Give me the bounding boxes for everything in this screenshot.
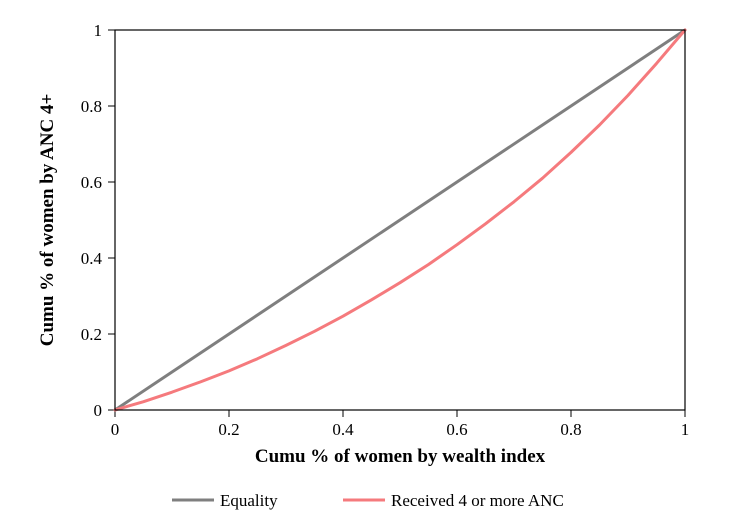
y-tick-label: 0.8 (81, 97, 102, 116)
y-axis-label: Cumu % of women by ANC 4+ (37, 94, 58, 347)
legend-label-0: Equality (220, 491, 278, 510)
chart-svg: 0 0.2 0.4 0.6 0.8 1 0 0.2 0.4 0.6 0.8 1 Cumu % of wo… (0, 0, 750, 530)
lorenz-chart: 0 0.2 0.4 0.6 0.8 1 0 0.2 0.4 0.6 0.8 1 Cumu % of wo… (0, 0, 750, 530)
y-tick-label: 0.6 (81, 173, 102, 192)
y-tick-label: 0 (94, 401, 103, 420)
x-tick-label: 0.6 (446, 420, 467, 439)
x-tick-label: 0.2 (218, 420, 239, 439)
x-tick-label: 0 (111, 420, 120, 439)
x-axis-label: Cumu % of women by wealth index (255, 446, 546, 467)
y-tick-label: 0.4 (81, 249, 103, 268)
x-tick-label: 1 (681, 420, 690, 439)
y-tick-label: 0.2 (81, 325, 102, 344)
legend-label-1: Received 4 or more ANC (391, 491, 564, 510)
x-tick-label: 0.4 (332, 420, 354, 439)
y-tick-label: 1 (94, 21, 103, 40)
x-tick-label: 0.8 (560, 420, 581, 439)
